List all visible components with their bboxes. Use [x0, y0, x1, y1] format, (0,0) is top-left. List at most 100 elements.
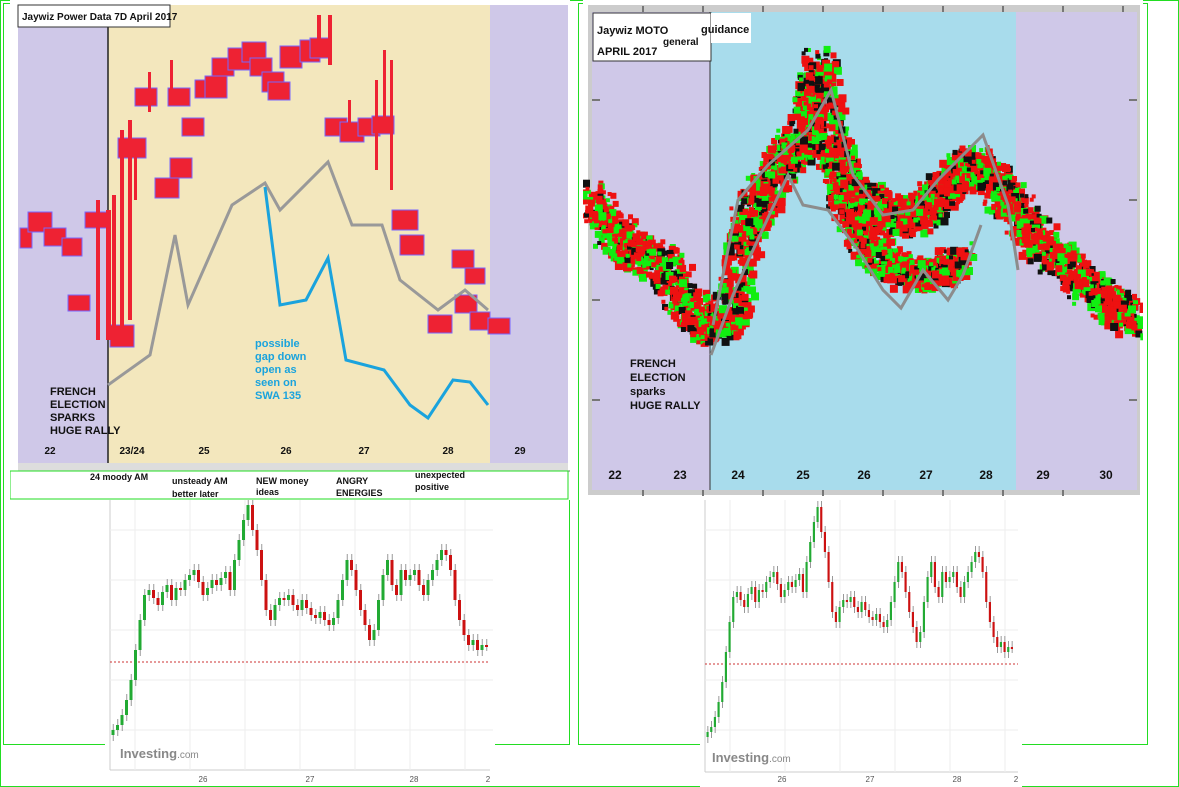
moto-pixel [908, 219, 916, 227]
moto-pixel [918, 186, 923, 191]
moto-pixel [1093, 314, 1099, 320]
moto-pixel [830, 90, 838, 98]
candle [354, 570, 358, 590]
power-bar [112, 195, 116, 345]
french-election-line-3: SPARKS [50, 412, 95, 424]
moto-pixel [743, 285, 750, 292]
candle [125, 700, 128, 715]
moto-pixel [735, 314, 741, 320]
moto-pixel [777, 205, 786, 214]
moto-pixel [1018, 203, 1025, 209]
moto-pixel [599, 206, 607, 214]
moto-pixel [753, 197, 759, 203]
moto-pixel [946, 153, 951, 158]
moto-pixel [733, 334, 740, 341]
moto-pixel [618, 213, 624, 219]
moto-french-line-4: HUGE RALLY [630, 400, 701, 412]
moto-pixel [804, 65, 811, 72]
moto-pixel [1090, 269, 1095, 274]
moto-pixel [1062, 276, 1071, 285]
candle [860, 602, 863, 612]
moto-pixel [830, 183, 839, 192]
moto-pixel [805, 140, 813, 148]
candle [1007, 647, 1010, 652]
moto-pixel [595, 195, 603, 203]
candle [426, 580, 430, 595]
moto-pixel [612, 233, 618, 239]
moto-pixel [776, 156, 783, 163]
candle [350, 560, 353, 570]
moto-title-general: general [663, 37, 699, 48]
moto-pixel [702, 324, 709, 331]
candle [790, 582, 793, 587]
moto-pixel [1123, 320, 1128, 325]
moto-pixel [768, 171, 776, 179]
moto-pixel [592, 211, 598, 216]
moto-pixel [727, 243, 734, 250]
moto-pixel [997, 202, 1005, 210]
moto-pixel [924, 183, 933, 192]
candle-right-tick-26: 26 [778, 775, 787, 784]
moto-pixel [1008, 214, 1016, 222]
candle [721, 682, 724, 702]
moto-pixel [756, 191, 761, 196]
moto-pixel [854, 196, 860, 202]
moto-pixel [1006, 200, 1011, 205]
moto-pixel [1062, 266, 1069, 273]
moto-pixel [778, 197, 783, 202]
moto-pixel [956, 184, 965, 193]
moto-pixel [888, 266, 896, 274]
power-blocks [19, 15, 511, 348]
moto-pixel [747, 277, 756, 286]
moto-pixel [702, 289, 710, 297]
moto-pixel [672, 256, 681, 265]
moto-pixel [778, 161, 785, 168]
moto-pixel [744, 310, 753, 319]
moto-pixel [879, 194, 885, 199]
moto-pixel [801, 109, 808, 117]
moto-pixel [944, 201, 952, 209]
moto-pixel [833, 194, 839, 200]
moto-pixel [1124, 326, 1133, 335]
candle [801, 574, 804, 592]
moto-pixel [944, 190, 950, 197]
moto-pixel [622, 250, 627, 255]
moto-pixel [1091, 300, 1099, 307]
moto-pixel [816, 153, 821, 158]
moto-pixel [842, 213, 847, 218]
moto-pixel [915, 226, 920, 231]
moto-pixel [814, 124, 821, 131]
moto-pixel [762, 202, 768, 208]
moto-pixel [838, 94, 847, 103]
moto-pixel [1068, 285, 1075, 292]
moto-pixel [1012, 226, 1020, 234]
candle [981, 557, 984, 572]
moto-pixel [826, 97, 833, 104]
moto-pixel [1069, 261, 1076, 268]
moto-pixel [1104, 315, 1110, 321]
candle [327, 620, 331, 625]
candle [336, 600, 340, 618]
moto-pixel [743, 299, 752, 308]
moto-pixel [924, 181, 929, 186]
moto-pixel [685, 319, 693, 327]
moto-pixel [890, 215, 895, 219]
moto-pixel [924, 200, 929, 204]
moto-pixel [742, 208, 749, 215]
moto-pixel [1079, 291, 1086, 298]
moto-pixel [687, 283, 693, 289]
moto-pixel [679, 279, 688, 288]
moto-pixel [747, 298, 752, 302]
moto-pixel [603, 207, 609, 213]
moto-pixel [717, 310, 726, 319]
moto-pixel [833, 98, 839, 104]
moto-pixel [815, 112, 823, 120]
moto-pixel [788, 154, 794, 160]
moto-pixel [851, 155, 855, 160]
moto-pixel [823, 50, 830, 57]
moto-pixel [685, 310, 693, 318]
moto-pixel [822, 164, 828, 170]
moto-pixel [842, 174, 848, 180]
moto-pixel [909, 265, 916, 272]
moto-pixel [963, 268, 971, 276]
